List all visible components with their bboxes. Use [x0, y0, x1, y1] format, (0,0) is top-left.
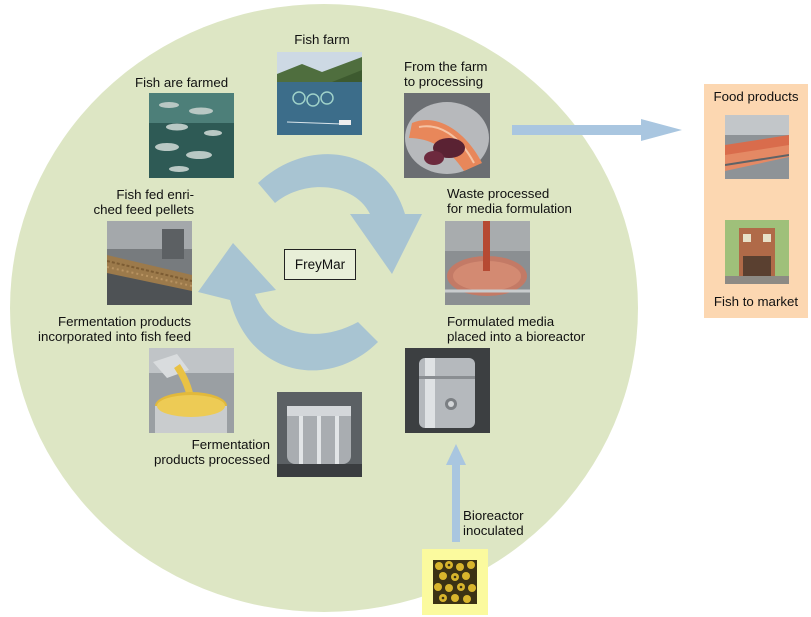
bioreactor-inoculated-label: Bioreactor inoculated	[463, 508, 524, 538]
stage-label-fed-pellets: Fish fed enri-ched feed pellets	[93, 187, 194, 217]
food-products-title: Food products	[713, 89, 799, 104]
fish-to-market-label: Fish to market	[713, 294, 799, 309]
pouring-liquid-photo	[149, 348, 234, 433]
factory-line-photo	[725, 115, 789, 179]
food-products-panel: Food products Fish to market	[704, 84, 808, 318]
feed-pellets-conveyor-photo	[107, 221, 192, 305]
salmon-fillet-photo	[404, 93, 490, 178]
stage-label-farm-to-processing: From the farm to processing	[404, 59, 488, 89]
stage-label-fish-farm: Fish farm	[294, 32, 350, 47]
stage-label-fermentation-processed: Fermentation products processed	[153, 437, 270, 467]
processing-vessel-photo	[277, 392, 362, 477]
center-label-freymar: FreyMar	[284, 249, 356, 280]
stage-label-products-into-feed: Fermentation products incorporated into f…	[37, 314, 191, 344]
mixing-vat-photo	[445, 221, 530, 305]
stage-label-fish-are-farmed: Fish are farmed	[135, 75, 229, 90]
market-shop-photo	[725, 220, 789, 284]
underwater-fish-photo	[149, 93, 234, 178]
fish-farm-aerial-photo	[277, 52, 362, 135]
inoculum-box	[422, 549, 488, 615]
stage-label-formulated-media: Formulated media placed into a bioreactor	[447, 314, 586, 344]
stage-label-waste-processed: Waste processed for media formulation	[447, 186, 572, 216]
bioreactor-tank-photo	[405, 348, 490, 433]
microbe-culture-photo	[433, 560, 477, 604]
